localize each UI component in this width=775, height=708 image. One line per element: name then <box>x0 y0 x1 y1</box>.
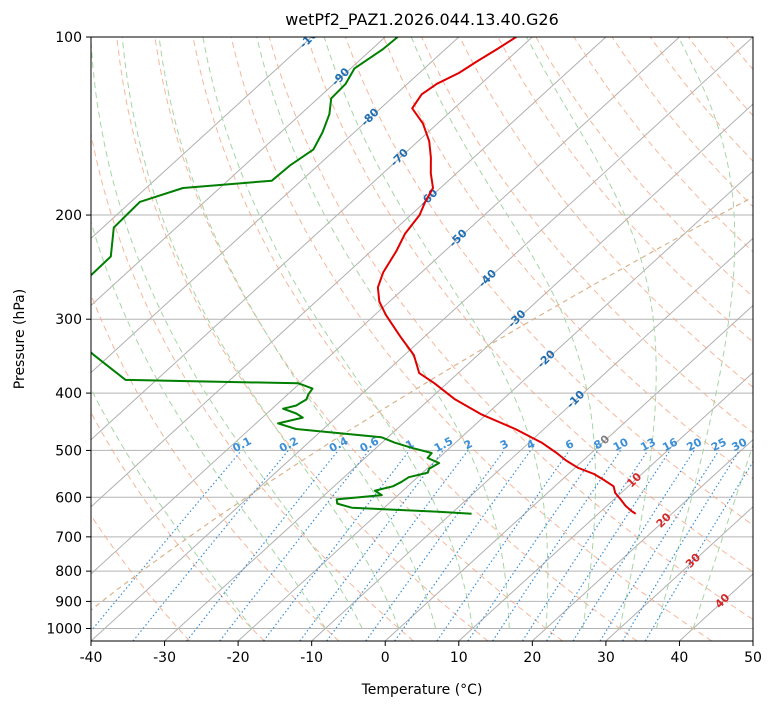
reference-curve <box>91 196 753 611</box>
isotherm-line <box>237 170 753 641</box>
mixing-ratio-line <box>394 450 532 641</box>
mixing-ratio-line <box>263 450 410 641</box>
mixing-ratio-line <box>132 450 289 641</box>
y-axis-label: Pressure (hPa) <box>12 289 28 389</box>
isotherm-line <box>91 37 753 641</box>
y-tick-label: 300 <box>55 312 82 328</box>
y-tick-label: 800 <box>55 564 82 580</box>
moist-adiabat-line <box>202 37 473 629</box>
dry-adiabat-line <box>573 37 753 253</box>
x-tick-label: 0 <box>381 650 390 666</box>
y-tick-label: 200 <box>55 208 82 224</box>
isotherm-line <box>384 304 753 641</box>
mixing-ratio-line <box>546 450 671 641</box>
temperature-profile-line <box>376 37 637 515</box>
dry-adiabat-line <box>726 37 753 71</box>
dry-adiabat-line <box>91 131 414 641</box>
isotherm-line <box>164 103 753 641</box>
isotherm-line <box>458 371 753 641</box>
moist-adiabat-line <box>323 37 549 629</box>
y-tick-label: 400 <box>55 386 82 402</box>
moist-adiabat-line <box>655 37 736 629</box>
mixing-ratio-label: 0.4 <box>327 434 351 455</box>
y-tick-label: 1000 <box>46 621 82 637</box>
dry-adiabat-line <box>116 37 489 641</box>
mixing-ratio-label: 25 <box>709 435 729 454</box>
isotherm-line <box>91 37 460 374</box>
x-tick-label: 10 <box>450 650 468 666</box>
isotherm-line <box>91 37 533 441</box>
mixing-ratio-line <box>521 450 649 641</box>
mixing-ratio-line <box>436 450 570 641</box>
mixing-ratio-label: 13 <box>638 435 658 454</box>
isotherm-line <box>311 237 753 641</box>
dry-adiabat-line <box>91 411 265 641</box>
mixing-ratio-line <box>599 450 720 641</box>
moist-adiabat-line <box>256 37 510 629</box>
chart-title: wetPf2_PAZ1.2026.044.13.40.G26 <box>285 10 559 30</box>
mixing-ratio-label: 20 <box>684 435 704 454</box>
mixing-ratio-label: 36 <box>750 435 770 454</box>
x-tick-label: 20 <box>523 650 541 666</box>
mixing-ratio-label: 1.5 <box>432 434 455 455</box>
dry-adiabat-line <box>765 37 775 641</box>
moist-adiabat-line <box>158 37 437 629</box>
mixing-ratio-line <box>365 450 505 641</box>
dry-adiabat-line <box>649 37 753 162</box>
x-tick-label: -30 <box>153 650 176 666</box>
dewpoint-profile-line <box>91 37 472 515</box>
mixing-ratio-label: 30 <box>730 435 750 454</box>
dry-adiabat-line <box>268 37 753 621</box>
mixing-ratio-label: 10 <box>611 435 631 454</box>
moist-adiabat-line <box>121 37 400 629</box>
dry-adiabat-line <box>230 37 713 641</box>
y-tick-label: 500 <box>55 443 82 459</box>
x-tick-label: -40 <box>80 650 103 666</box>
x-axis-label: Temperature (°C) <box>361 682 483 698</box>
isotherm-line <box>752 640 753 641</box>
mixing-ratio-line <box>467 450 599 641</box>
isotherm-line <box>605 506 753 641</box>
x-tick-label: 50 <box>744 650 762 666</box>
moist-adiabat-line <box>91 220 326 629</box>
plot-area: 0.1 0.2 0.4 0.6 1 1.5 2 3 4 6 8 10 13 16 20 25 30 36-100-… <box>91 37 775 641</box>
isotherm-line <box>91 37 313 240</box>
y-tick-label: 900 <box>55 594 82 610</box>
y-tick-label: 100 <box>55 30 82 46</box>
x-tick-label: 30 <box>597 650 615 666</box>
mixing-ratio-line <box>219 450 370 641</box>
mixing-ratio-label: 16 <box>660 435 680 454</box>
dry-adiabat-line <box>91 514 191 641</box>
dry-adiabat-line <box>687 37 753 117</box>
x-tick-label: -20 <box>227 650 250 666</box>
moist-adiabat-line <box>526 37 657 629</box>
dry-adiabat-line <box>192 37 638 641</box>
isotherm-line <box>91 37 607 508</box>
y-tick-label: 700 <box>55 530 82 546</box>
dry-adiabat-line <box>154 37 563 641</box>
dry-adiabat-line <box>344 37 753 526</box>
moist-adiabat-line <box>692 443 753 629</box>
isotherm-line <box>91 37 680 575</box>
dry-adiabat-line <box>306 37 753 573</box>
moist-adiabat-line <box>91 387 253 629</box>
mixing-ratio-line <box>186 450 339 641</box>
mixing-ratio-line <box>326 450 469 641</box>
y-tick-label: 600 <box>55 490 82 506</box>
x-tick-label: 40 <box>671 650 689 666</box>
plot-frame <box>90 36 754 642</box>
mixing-ratio-line <box>492 450 622 641</box>
isotherm-line <box>531 438 753 641</box>
x-tick-label: -10 <box>300 650 323 666</box>
mixing-ratio-line <box>91 450 242 632</box>
mixing-ratio-line <box>622 450 740 641</box>
moist-adiabat-line <box>91 37 363 629</box>
mixing-ratio-label: 0.2 <box>277 434 300 455</box>
mixing-ratio-label: 0.1 <box>230 434 253 455</box>
isotherm-line <box>91 37 386 307</box>
axes: -40 -30 -20 -10 0 10 20 30 40 50 100 200 300 400 500 60… <box>46 30 762 666</box>
mixing-ratio-line <box>299 450 444 641</box>
dry-adiabat-line <box>497 37 753 343</box>
